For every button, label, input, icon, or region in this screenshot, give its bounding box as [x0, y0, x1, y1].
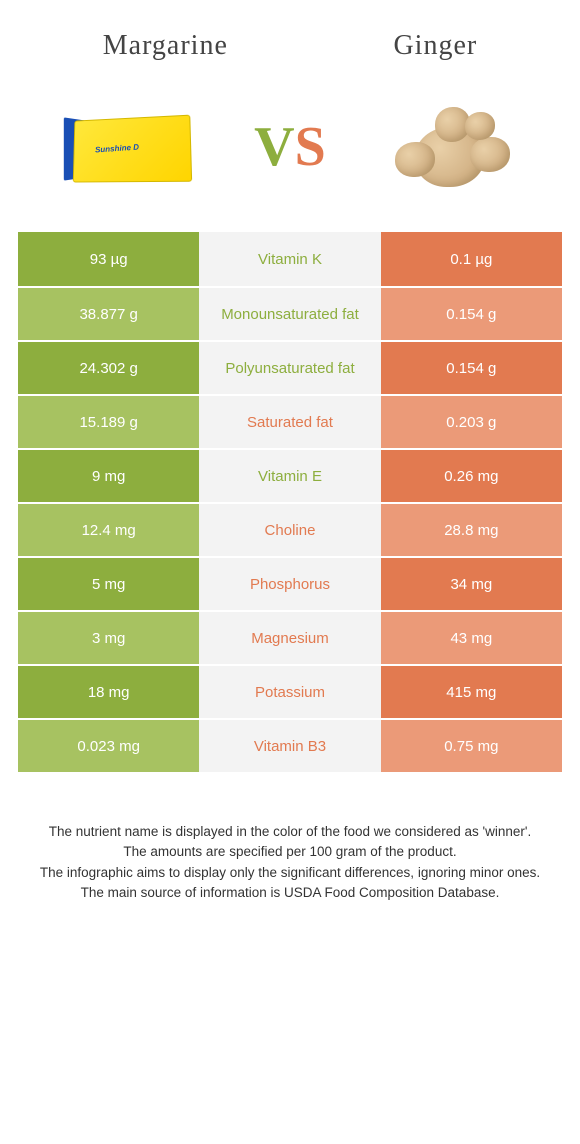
table-row: 24.302 gPolyunsaturated fat0.154 g: [18, 340, 562, 394]
nutrient-label: Polyunsaturated fat: [199, 342, 380, 394]
right-value: 415 mg: [381, 666, 562, 718]
nutrient-label: Vitamin E: [199, 450, 380, 502]
right-value: 34 mg: [381, 558, 562, 610]
nutrient-label: Monounsaturated fat: [199, 288, 380, 340]
nutrient-label: Vitamin K: [199, 232, 380, 286]
images-row: Sunshine D VS: [0, 82, 580, 232]
vs-v: V: [254, 116, 294, 178]
table-row: 0.023 mgVitamin B30.75 mg: [18, 718, 562, 772]
table-row: 3 mgMagnesium43 mg: [18, 610, 562, 664]
vs-s: S: [295, 116, 326, 178]
nutrient-label: Choline: [199, 504, 380, 556]
header: Margarine Ginger: [0, 0, 580, 82]
table-row: 5 mgPhosphorus34 mg: [18, 556, 562, 610]
footer-line: The infographic aims to display only the…: [30, 863, 550, 883]
comparison-table: 93 µgVitamin K0.1 µg38.877 gMonounsatura…: [0, 232, 580, 772]
footer-line: The amounts are specified per 100 gram o…: [30, 842, 550, 862]
left-value: 12.4 mg: [18, 504, 199, 556]
ginger-image: [375, 92, 525, 202]
margarine-image: Sunshine D: [55, 92, 205, 202]
table-row: 15.189 gSaturated fat0.203 g: [18, 394, 562, 448]
right-value: 0.75 mg: [381, 720, 562, 772]
left-value: 9 mg: [18, 450, 199, 502]
left-value: 15.189 g: [18, 396, 199, 448]
left-value: 93 µg: [18, 232, 199, 286]
left-value: 0.023 mg: [18, 720, 199, 772]
nutrient-label: Potassium: [199, 666, 380, 718]
table-row: 12.4 mgCholine28.8 mg: [18, 502, 562, 556]
vs-label: VS: [254, 115, 326, 179]
footer-notes: The nutrient name is displayed in the co…: [0, 772, 580, 903]
right-value: 0.154 g: [381, 342, 562, 394]
left-value: 18 mg: [18, 666, 199, 718]
right-value: 0.203 g: [381, 396, 562, 448]
footer-line: The nutrient name is displayed in the co…: [30, 822, 550, 842]
nutrient-label: Magnesium: [199, 612, 380, 664]
title-left: Margarine: [103, 30, 228, 62]
table-row: 93 µgVitamin K0.1 µg: [18, 232, 562, 286]
right-value: 43 mg: [381, 612, 562, 664]
table-row: 18 mgPotassium415 mg: [18, 664, 562, 718]
right-value: 0.26 mg: [381, 450, 562, 502]
left-value: 5 mg: [18, 558, 199, 610]
left-value: 24.302 g: [18, 342, 199, 394]
left-value: 38.877 g: [18, 288, 199, 340]
nutrient-label: Phosphorus: [199, 558, 380, 610]
right-value: 28.8 mg: [381, 504, 562, 556]
table-row: 9 mgVitamin E0.26 mg: [18, 448, 562, 502]
right-value: 0.1 µg: [381, 232, 562, 286]
footer-line: The main source of information is USDA F…: [30, 883, 550, 903]
title-right: Ginger: [393, 30, 477, 62]
right-value: 0.154 g: [381, 288, 562, 340]
left-value: 3 mg: [18, 612, 199, 664]
table-row: 38.877 gMonounsaturated fat0.154 g: [18, 286, 562, 340]
nutrient-label: Vitamin B3: [199, 720, 380, 772]
nutrient-label: Saturated fat: [199, 396, 380, 448]
